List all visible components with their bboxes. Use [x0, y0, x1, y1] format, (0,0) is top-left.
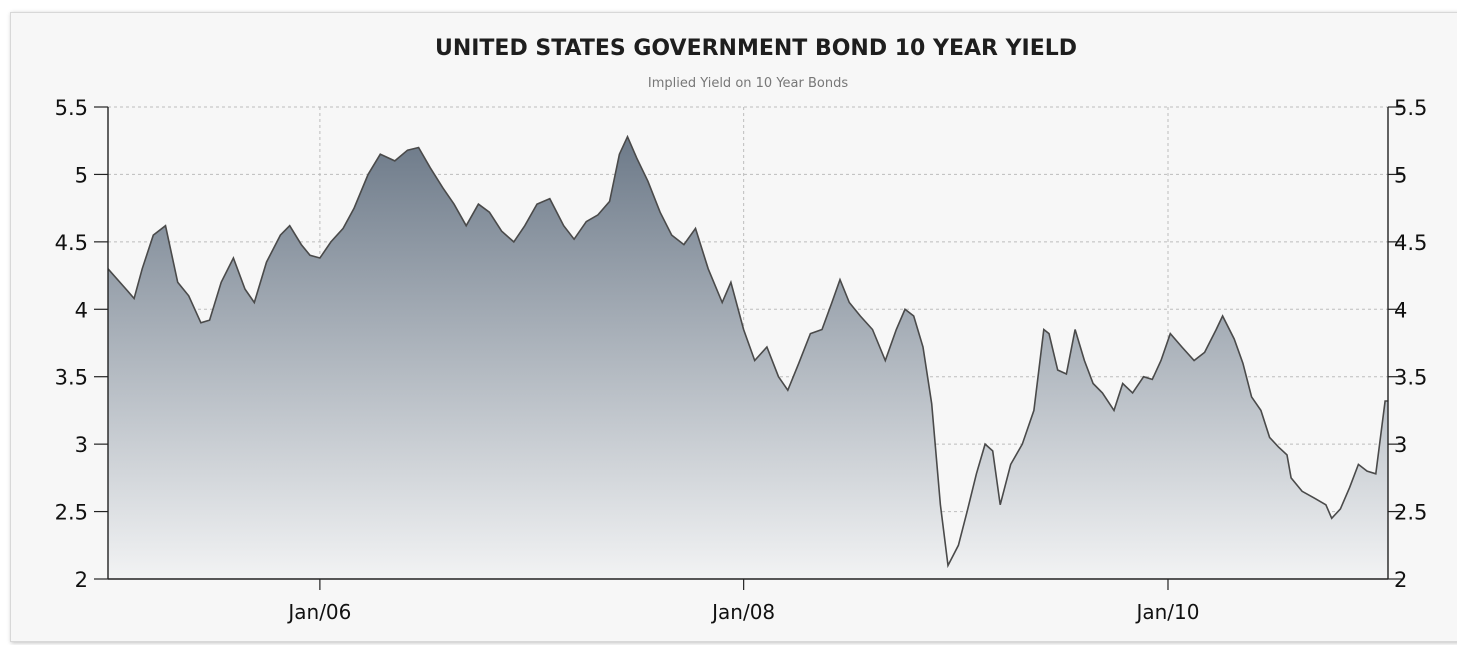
chart-subtitle: Implied Yield on 10 Year Bonds — [647, 76, 849, 91]
x-tick-label: Jan/06 — [286, 600, 351, 624]
y-axis-right: 2 2.5 3 3.5 4 4.5 5 5.5 — [1388, 96, 1427, 592]
y-axis-left: 2 2.5 3 3.5 4 4.5 5 5.5 — [55, 96, 108, 592]
y-tick-label-right: 4 — [1394, 298, 1407, 322]
y-tick-label-left: 5.5 — [55, 96, 88, 120]
chart-title: UNITED STATES GOVERNMENT BOND 10 YEAR YI… — [434, 36, 1078, 61]
y-tick-label-right: 3 — [1394, 433, 1407, 457]
y-tick-label-left: 3.5 — [55, 366, 88, 390]
y-tick-label-left: 3 — [75, 433, 88, 457]
x-tick-label: Jan/10 — [1134, 600, 1199, 624]
yield-area — [108, 136, 1388, 579]
y-tick-label-left: 4.5 — [55, 231, 88, 255]
y-tick-label-right: 4.5 — [1394, 231, 1427, 255]
y-tick-label-left: 4 — [75, 298, 88, 322]
y-tick-label-right: 5.5 — [1394, 96, 1427, 120]
y-tick-label-right: 3.5 — [1394, 366, 1427, 390]
x-axis: Jan/06 Jan/08 Jan/10 — [286, 579, 1200, 624]
yield-line — [107, 134, 1388, 569]
y-tick-label-left: 5 — [75, 163, 88, 187]
y-tick-label-right: 5 — [1394, 163, 1407, 187]
y-tick-label-left: 2 — [75, 568, 88, 592]
axes — [107, 107, 1389, 580]
y-tick-label-right: 2 — [1394, 568, 1407, 592]
y-tick-label-right: 2.5 — [1394, 501, 1427, 525]
y-tick-label-left: 2.5 — [55, 501, 88, 525]
x-tick-label: Jan/08 — [710, 600, 775, 624]
